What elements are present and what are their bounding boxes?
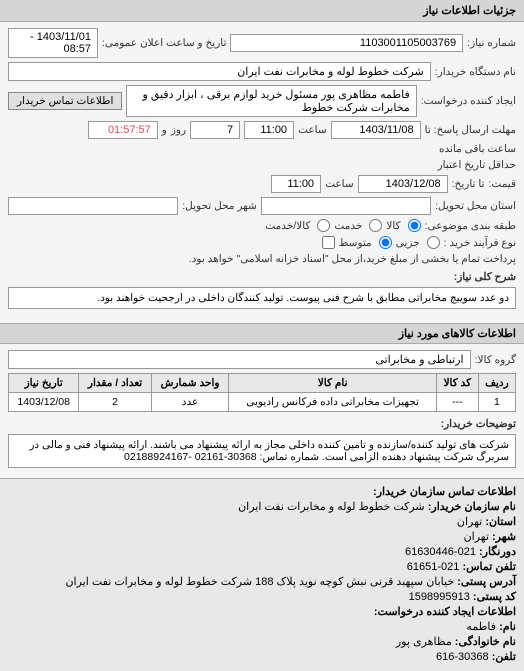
deadline-date-field: 1403/11/08	[331, 121, 421, 139]
th-name: نام کالا	[229, 374, 437, 393]
fax-label: دورنگار:	[479, 546, 516, 558]
delivery-city-label: شهر محل تحویل:	[182, 200, 257, 212]
goods-group-label: گروه کالا:	[475, 354, 516, 366]
day-label: روز	[171, 124, 186, 136]
postal-code-label: کد پستی:	[473, 591, 516, 603]
and-label: و	[162, 124, 167, 136]
partial-label: جزیی	[396, 237, 420, 249]
days-left-field: 7	[190, 121, 240, 139]
kala-radio[interactable]	[408, 219, 421, 232]
service-label: خدمت	[334, 220, 362, 232]
td-date: 1403/12/08	[9, 393, 79, 412]
kala-service-label: کالا/خدمت	[265, 220, 310, 232]
province-label: استان:	[485, 516, 516, 528]
tel-value: 30368-616	[436, 651, 489, 663]
td-unit: عدد	[151, 393, 229, 412]
packing-label: طبقه بندی موضوعی:	[425, 220, 516, 232]
province-value: تهران	[457, 516, 482, 528]
th-unit: واحد شمارش	[151, 374, 229, 393]
surname-label: نام خانوادگی:	[455, 636, 516, 648]
credit-time-field: 11:00	[271, 175, 321, 193]
goods-group-field: ارتباطی و مخابراتی	[8, 350, 471, 369]
notes-label: توضیحات خریدار:	[441, 418, 516, 430]
credit-time-label: ساعت	[325, 178, 354, 190]
buy-note-checkbox[interactable]	[322, 236, 335, 249]
kala-service-radio[interactable]	[317, 219, 330, 232]
postal-code-value: 1598995913	[409, 591, 470, 603]
surname-value: مظاهری پور	[396, 636, 452, 648]
deadline-time-field: 11:00	[244, 121, 294, 139]
phone-label: تلفن تماس:	[462, 561, 516, 573]
public-date-field: 1403/11/01 - 08:57	[8, 28, 98, 58]
notes-box: شرکت های تولید کننده/سازنده و تامین کنند…	[8, 434, 516, 468]
deadline-time-label: ساعت	[298, 124, 327, 136]
org-name-label: نام سازمان خریدار:	[428, 501, 516, 513]
title-bar: جزئیات اطلاعات نیاز	[0, 0, 524, 22]
postal-addr-value: خیابان سپهبد قرنی نبش کوچه نوید پلاک 188…	[65, 576, 454, 588]
delivery-city-field	[8, 197, 178, 215]
city-value: تهران	[464, 531, 489, 543]
th-date: تاریخ نیاز	[9, 374, 79, 393]
req-no-label: شماره نیاز:	[467, 37, 516, 49]
buy-note-label: پرداخت تمام یا بخشی از مبلغ خرید،از محل …	[189, 253, 516, 265]
city-label: شهر:	[492, 531, 516, 543]
td-qty: 2	[79, 393, 151, 412]
of-date-label: تا تاریخ:	[452, 178, 485, 190]
medium-radio[interactable]	[379, 236, 392, 249]
delivery-state-label: استان محل تحویل:	[435, 200, 516, 212]
th-code: کد کالا	[436, 374, 478, 393]
name-value: فاطمه	[466, 621, 496, 633]
creator-field: فاطمه مظاهری پور مسئول خرید لوازم برقی ،…	[126, 85, 416, 117]
td-row: 1	[478, 393, 515, 412]
contact-header: اطلاعات تماس سازمان خریدار:	[8, 485, 516, 498]
public-date-label: تاریخ و ساعت اعلان عمومی:	[102, 37, 226, 49]
postal-addr-label: آدرس پستی:	[457, 576, 516, 588]
overall-desc-label: شرح کلی نیاز:	[454, 271, 516, 283]
service-radio[interactable]	[369, 219, 382, 232]
remaining-label: ساعت باقی مانده	[439, 143, 516, 155]
delivery-state-field	[261, 197, 431, 215]
goods-info-header: اطلاعات کالاهای مورد نیاز	[0, 323, 524, 344]
deadline-label: مهلت ارسال پاسخ: تا	[425, 124, 516, 136]
phone-value: 021-61651	[407, 561, 460, 573]
buyer-contact-button[interactable]: اطلاعات تماس خریدار	[8, 92, 122, 110]
th-row: ردیف	[478, 374, 515, 393]
req-no-field: 1103001105003769	[230, 34, 463, 52]
price-of-date-label: قیمت:	[489, 178, 517, 190]
credit-label: حداقل تاریخ اعتبار	[438, 159, 516, 171]
partial-radio[interactable]	[427, 236, 440, 249]
org-name-value: شرکت خطوط لوله و مخابرات نفت ایران	[238, 501, 425, 513]
medium-label: متوسط	[339, 237, 372, 249]
td-name: تجهیزات مخابراتی داده فرکانس رادیویی	[229, 393, 437, 412]
table-row: 1 --- تجهیزات مخابراتی داده فرکانس رادیو…	[9, 393, 516, 412]
fax-value: 021-61630446	[405, 546, 476, 558]
kala-label: کالا	[386, 220, 400, 232]
overall-desc-box: دو عدد سوییچ مخابراتی مطابق با شرح فنی پ…	[8, 287, 516, 309]
th-qty: تعداد / مقدار	[79, 374, 151, 393]
creator-info-header: اطلاعات ایجاد کننده درخواست:	[8, 605, 516, 618]
time-left-field: 01:57:57	[88, 121, 158, 139]
credit-date-field: 1403/12/08	[358, 175, 448, 193]
tel-label: تلفن:	[492, 651, 516, 663]
process-type-label: نوع فرآیند خرید :	[444, 237, 516, 249]
creator-label: ایجاد کننده درخواست:	[421, 95, 516, 107]
buyer-name-field: شرکت خطوط لوله و مخابرات نفت ایران	[8, 62, 431, 81]
td-code: ---	[436, 393, 478, 412]
goods-table: ردیف کد کالا نام کالا واحد شمارش تعداد /…	[8, 373, 516, 412]
buyer-name-label: نام دستگاه خریدار:	[435, 66, 516, 78]
name-label: نام:	[499, 621, 516, 633]
